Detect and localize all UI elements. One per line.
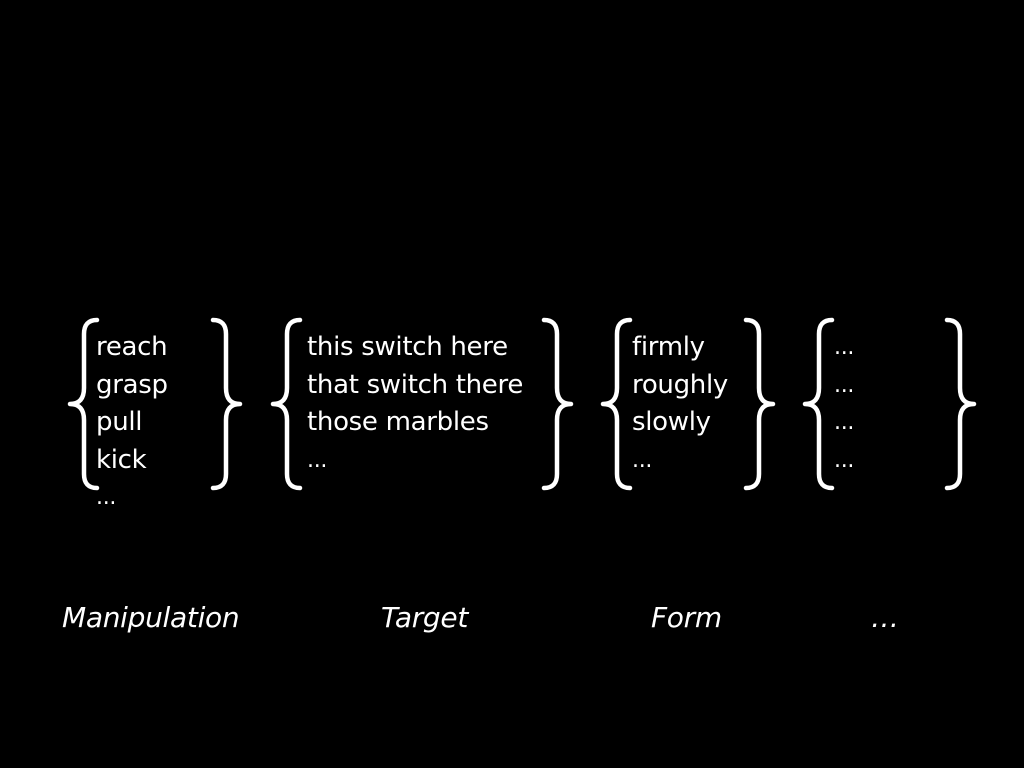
right-brace	[210, 317, 243, 491]
manipulation-item: kick	[96, 444, 147, 475]
form-caption: Form	[651, 601, 722, 634]
manipulation-caption: Manipulation	[62, 601, 240, 634]
left-brace	[270, 317, 303, 491]
target-item: that switch there	[307, 369, 524, 400]
manipulation-list: reach grasp pull kick ...	[96, 329, 168, 517]
unnamed-list: ... ... ... ...	[834, 329, 854, 479]
form-item: slowly	[632, 407, 711, 437]
left-brace	[802, 317, 835, 491]
manipulation-item: reach	[96, 332, 168, 362]
left-brace	[67, 317, 100, 491]
target-caption: Target	[381, 601, 469, 634]
unnamed-item: ...	[834, 372, 855, 398]
form-item: ...	[632, 447, 653, 473]
target-item: those marbles	[307, 407, 489, 437]
form-item: firmly	[632, 332, 705, 362]
unnamed-item: ...	[834, 410, 855, 435]
unnamed-item: ...	[834, 447, 855, 473]
manipulation-item: pull	[96, 407, 143, 437]
unnamed-item: ...	[834, 335, 855, 360]
right-brace	[541, 317, 574, 491]
form-item: roughly	[632, 369, 728, 400]
form-list: firmly roughly slowly ...	[632, 329, 728, 479]
ellipsis-caption: …	[871, 601, 899, 634]
left-brace	[600, 317, 633, 491]
target-item: this switch here	[307, 332, 508, 362]
target-item: ...	[307, 447, 328, 473]
right-brace	[944, 317, 977, 491]
target-list: this switch here that switch there those…	[307, 329, 523, 479]
manipulation-item: grasp	[96, 369, 168, 400]
manipulation-item: ...	[96, 485, 117, 510]
right-brace	[743, 317, 776, 491]
